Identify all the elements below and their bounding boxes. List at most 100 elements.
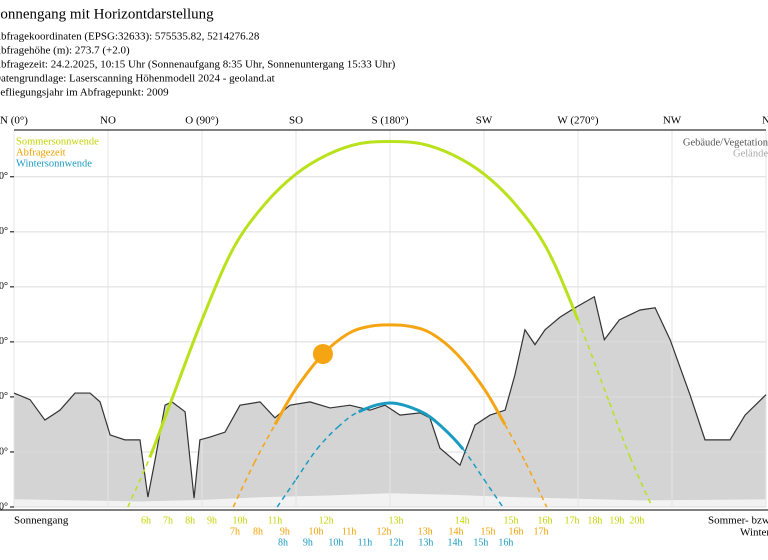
- sun-path-segment: [358, 401, 391, 414]
- sun-path-segment: [629, 457, 653, 508]
- sun-marker: [312, 343, 333, 364]
- hour-label: 14h: [449, 526, 464, 537]
- hour-label: 17h: [534, 526, 549, 537]
- hour-label: 11h: [358, 537, 373, 548]
- y-tick-label: 20°: [0, 391, 8, 402]
- hour-label: 11h: [268, 515, 283, 526]
- x-tick-label: W (270°): [557, 115, 598, 127]
- sun-path-segment: [326, 142, 359, 157]
- x-axis-label: Sonnengang: [14, 515, 69, 527]
- hour-label: 6h: [141, 515, 151, 526]
- hour-label: 14h: [455, 515, 470, 526]
- hour-label: 13h: [418, 526, 433, 537]
- hour-label: 18h: [587, 515, 602, 526]
- hour-label: 8h: [185, 515, 195, 526]
- sun-path-segment: [455, 352, 486, 390]
- sun-path-segment: [483, 479, 504, 508]
- sun-path-segment: [608, 402, 631, 458]
- hour-label: 7h: [163, 515, 173, 526]
- legend-label: Gebäude/Vegetation: [683, 137, 768, 148]
- info-line: Abfragehöhe (m): 273.7 (+2.0): [0, 45, 130, 57]
- hour-label: 14h: [447, 537, 462, 548]
- hour-label: 9h: [280, 526, 290, 537]
- sun-path-segment: [316, 426, 339, 450]
- sun-path-segment: [483, 172, 517, 206]
- sun-path-segment: [276, 479, 297, 508]
- sun-path-segment: [337, 411, 359, 428]
- sun-path-segment: [410, 325, 433, 335]
- hour-label: 16h: [537, 515, 552, 526]
- hour-label: 10h: [328, 537, 343, 548]
- sun-path-segment: [295, 153, 328, 176]
- legend-label: Wintersonnwende: [16, 158, 92, 169]
- sun-path-segment: [358, 140, 391, 146]
- hour-label: 17h: [564, 515, 579, 526]
- x-tick-label: N (0°): [0, 115, 28, 127]
- sun-path-segment: [232, 203, 266, 250]
- sun-path-segment: [127, 457, 151, 508]
- hour-label: 13h: [418, 537, 433, 548]
- x-axis-label: Sommer- bzw.: [708, 515, 768, 527]
- sun-path-segment: [431, 332, 458, 356]
- sun-path-segment: [148, 401, 173, 459]
- x-tick-label: S (180°): [371, 115, 408, 127]
- info-line: Abfragekoordinaten (EPSG:32633): 575535.…: [0, 31, 260, 43]
- sun-path-segment: [232, 462, 255, 508]
- hour-label: 16h: [498, 537, 513, 548]
- hour-label: 20h: [629, 515, 644, 526]
- sun-path-segment: [482, 387, 507, 426]
- hour-label: 8h: [278, 537, 288, 548]
- x-axis-label: Winterzeit: [740, 527, 768, 539]
- x-tick-label: O (90°): [185, 115, 219, 127]
- sun-path-segment: [504, 424, 527, 464]
- y-tick-label: 50°: [0, 226, 8, 237]
- y-tick-label: 40°: [0, 281, 8, 292]
- sun-path-segment: [347, 325, 370, 335]
- hour-label: 10h: [309, 526, 324, 537]
- sun-path-segment: [545, 247, 580, 321]
- x-tick-label: SO: [289, 115, 303, 127]
- sun-path-segment: [462, 448, 485, 480]
- hour-label: 12h: [319, 515, 334, 526]
- y-tick-label: 60°: [0, 171, 8, 182]
- hour-label: 16h: [508, 526, 523, 537]
- sun-path-segment: [263, 172, 297, 206]
- sun-path-segment: [169, 319, 204, 403]
- hour-label: 19h: [609, 515, 624, 526]
- hour-label: 12h: [376, 526, 391, 537]
- hour-label: 9h: [207, 515, 217, 526]
- sun-path-segment: [368, 323, 391, 328]
- sun-path-segment: [452, 153, 485, 176]
- sun-path-segment: [389, 323, 412, 328]
- hour-label: 8h: [253, 526, 263, 537]
- horizon-line: [13, 295, 767, 499]
- info-line: Befliegungsjahr im Abfragepunkt: 2009: [0, 87, 169, 99]
- sun-path-segment: [200, 247, 235, 321]
- hour-label: 15h: [503, 515, 518, 526]
- sun-path-segment: [295, 448, 318, 480]
- hour-label: 15h: [480, 526, 495, 537]
- chart-title: Sonnengang mit Horizontdarstellung: [0, 6, 214, 22]
- sun-path-segment: [389, 401, 422, 414]
- sun-path-segment: [577, 319, 611, 403]
- hour-label: 9h: [303, 537, 313, 548]
- hour-label: 10h: [233, 515, 248, 526]
- y-tick-label: 30°: [0, 336, 8, 347]
- sun-path-segment: [253, 424, 276, 464]
- x-tick-label: N: [762, 115, 768, 127]
- hour-label: 11h: [342, 526, 357, 537]
- x-tick-label: NO: [100, 115, 116, 127]
- sun-path-segment: [514, 203, 548, 250]
- info-line: Datengrundlage: Laserscanning Höhenmodel…: [0, 73, 275, 85]
- y-tick-label: 10°: [0, 446, 8, 457]
- legend-label: Abfragezeit: [16, 147, 66, 158]
- sun-path-segment: [273, 387, 298, 426]
- y-tick-label: 0°: [0, 501, 8, 512]
- sun-path-segment: [441, 426, 465, 451]
- hour-label: 13h: [389, 515, 404, 526]
- legend-label: Sommersonnwende: [16, 136, 99, 147]
- hour-label: 7h: [230, 526, 240, 537]
- sun-path-segment: [525, 462, 548, 508]
